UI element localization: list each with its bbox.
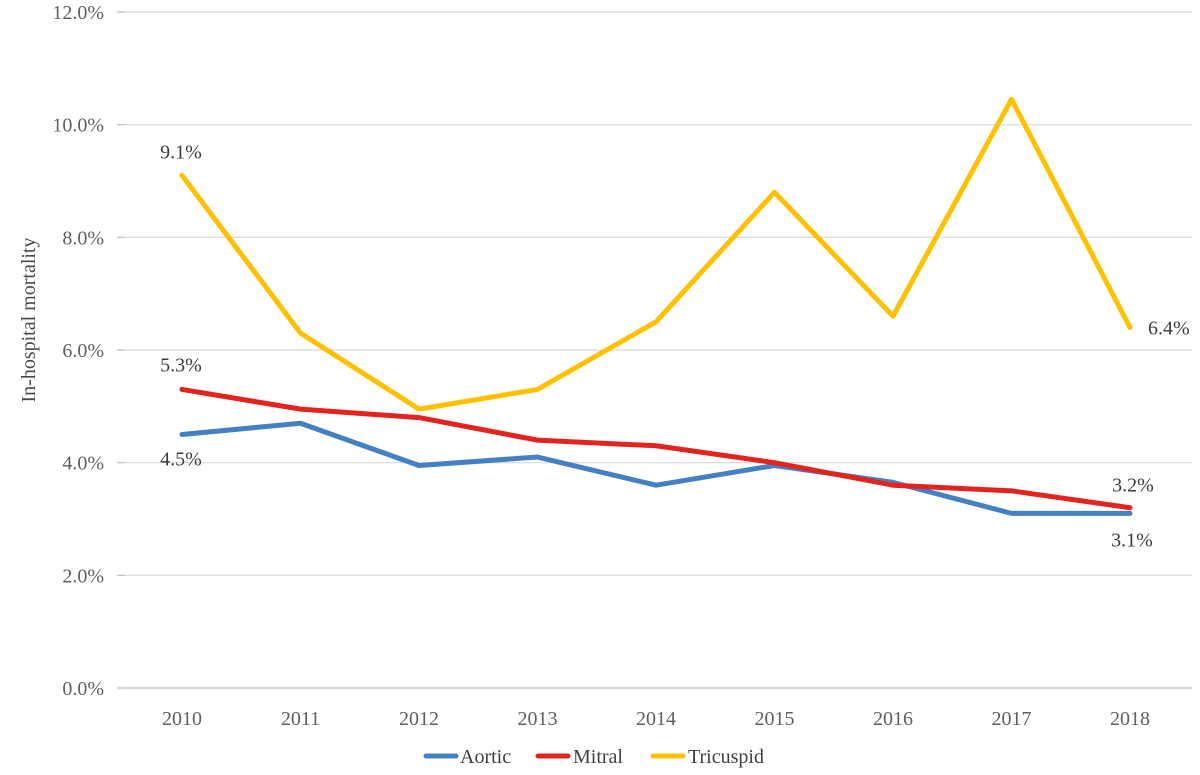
data-label-mitral-2018: 3.2%: [1112, 475, 1154, 497]
x-tick-label: 2010: [162, 708, 202, 730]
y-tick-label: 0.0%: [62, 678, 104, 700]
x-tick-label: 2018: [1110, 708, 1150, 730]
series-line-mitral: [179, 386, 1133, 511]
y-tick-label: 12.0%: [52, 2, 104, 24]
data-label-mitral-2010: 5.3%: [160, 354, 202, 376]
x-tick-label: 2011: [281, 708, 320, 730]
data-label-aortic-2010: 4.5%: [160, 449, 202, 471]
legend-label-tricuspid: Tricuspid: [688, 746, 764, 768]
data-label-tricuspid-2010: 9.1%: [160, 141, 202, 163]
y-tick-label: 10.0%: [52, 115, 104, 137]
y-tick-label: 2.0%: [62, 565, 104, 587]
legend-label-mitral: Mitral: [573, 746, 623, 768]
legend-label-aortic: Aortic: [460, 746, 511, 768]
y-tick-label: 8.0%: [62, 227, 104, 249]
data-label-aortic-2018: 3.1%: [1111, 529, 1153, 551]
x-tick-label: 2012: [399, 708, 439, 730]
x-tick-label: 2016: [873, 708, 913, 730]
series-line-aortic: [179, 420, 1133, 516]
y-tick-label: 4.0%: [62, 453, 104, 475]
x-tick-label: 2013: [518, 708, 558, 730]
series-line-tricuspid: [179, 96, 1133, 412]
y-axis-title: In-hospital mortality: [18, 238, 40, 403]
x-tick-label: 2015: [755, 708, 795, 730]
x-tick-label: 2014: [636, 708, 676, 730]
x-tick-label: 2017: [992, 708, 1032, 730]
data-label-tricuspid-2018: 6.4%: [1148, 317, 1190, 339]
y-tick-label: 6.0%: [62, 340, 104, 362]
